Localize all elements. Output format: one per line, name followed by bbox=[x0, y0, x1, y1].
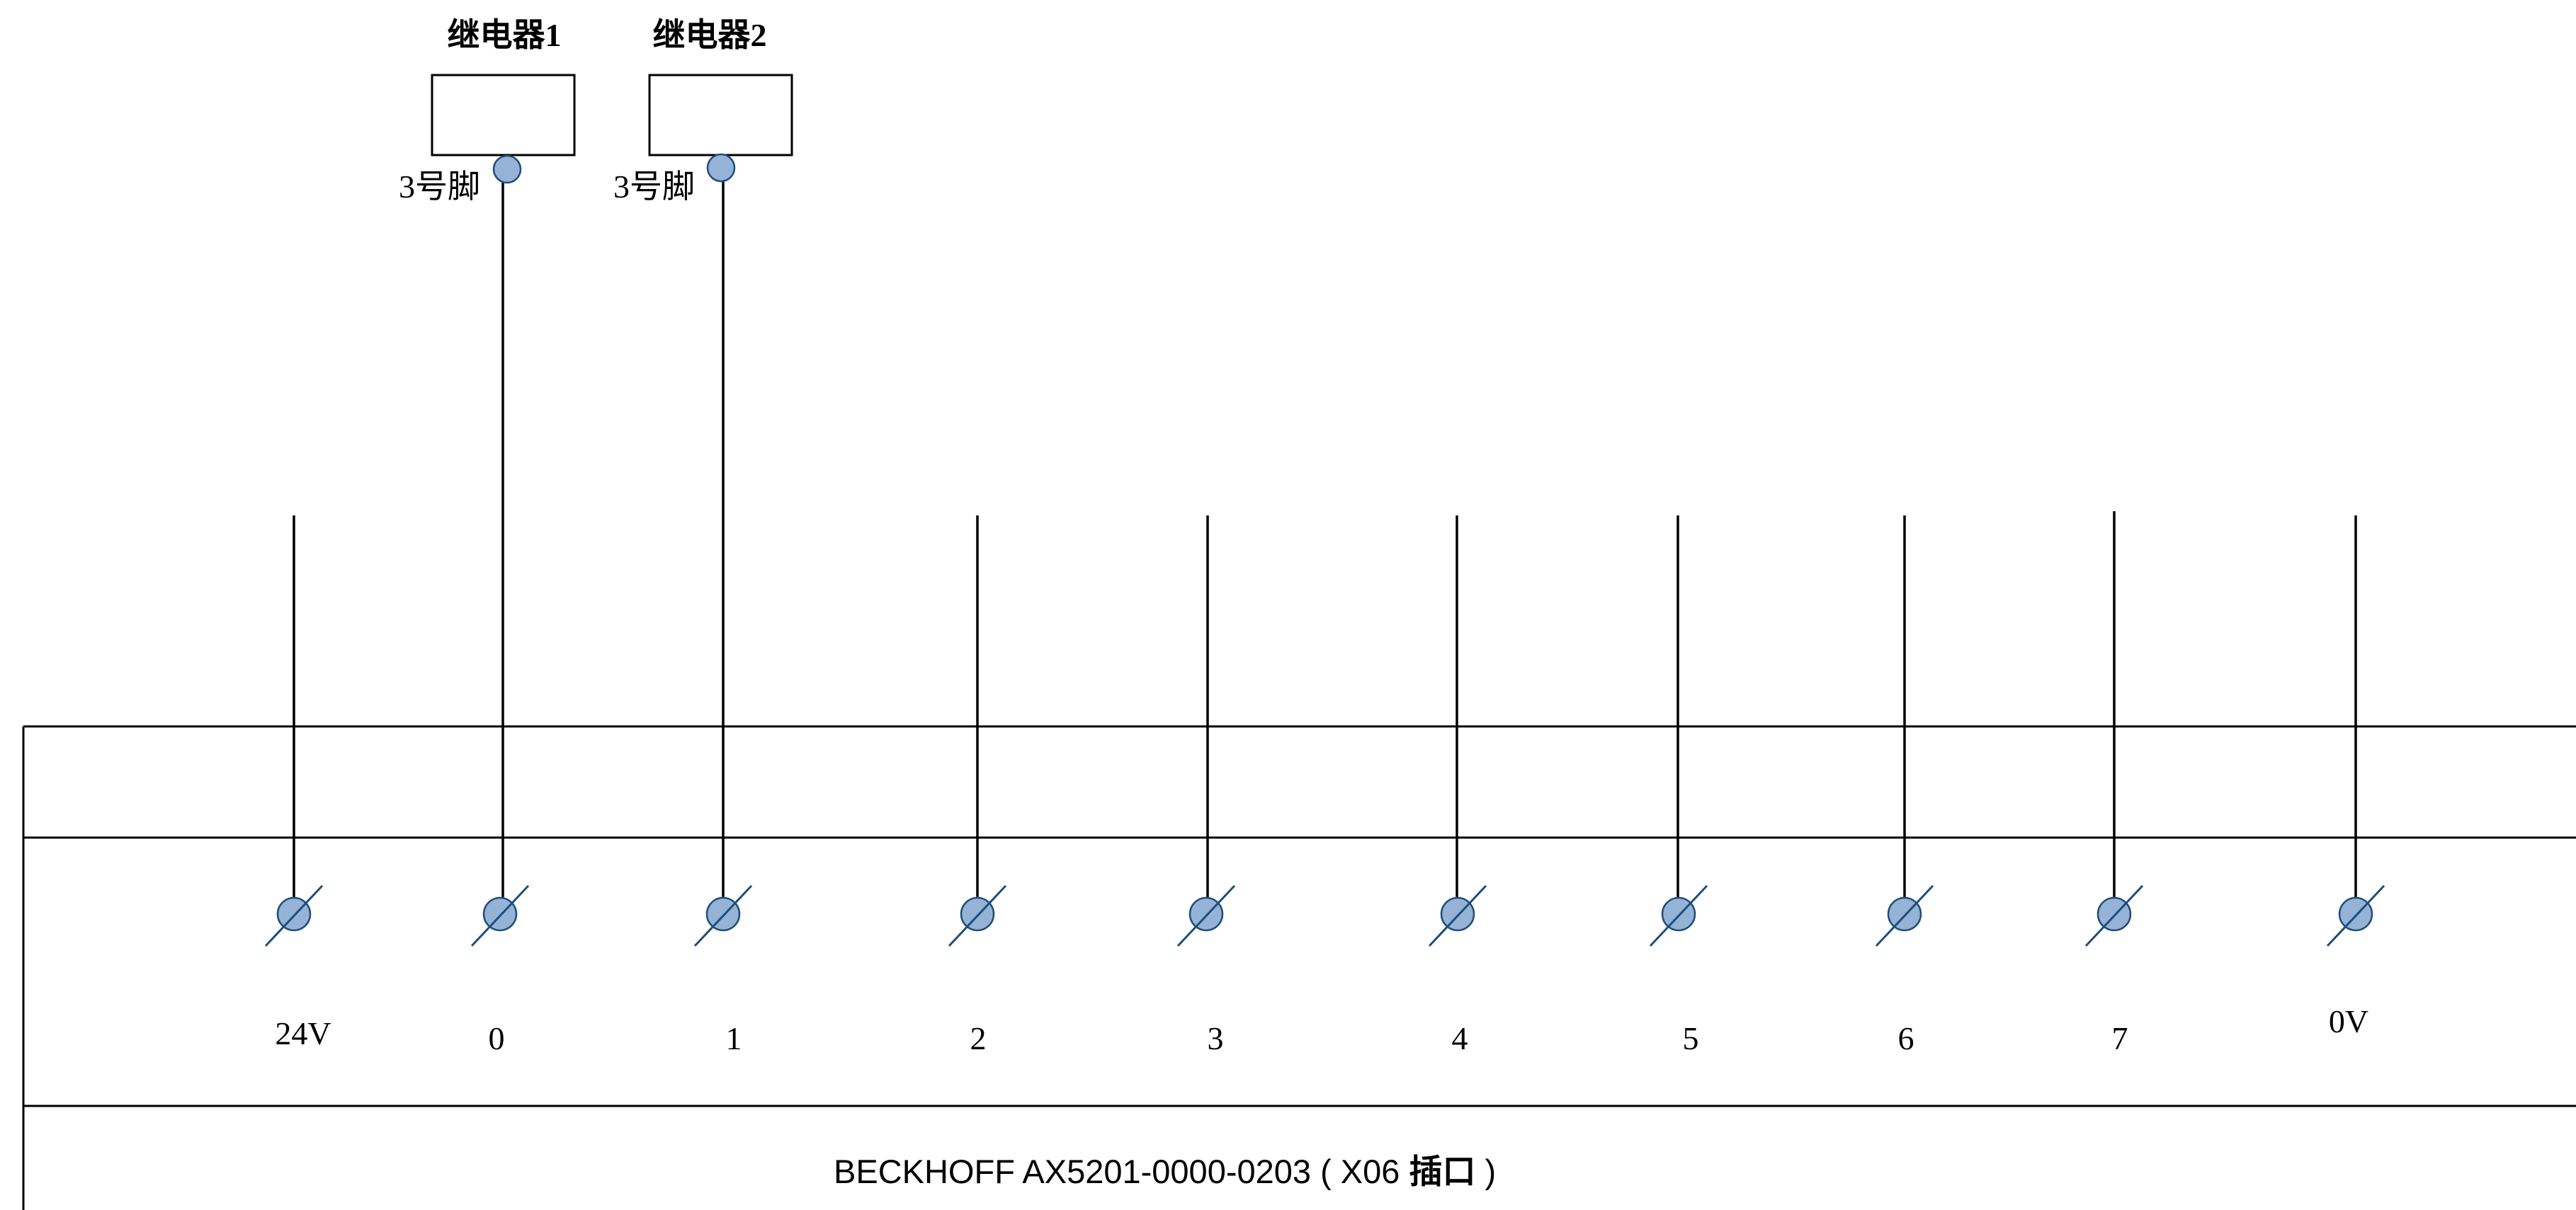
relay-2-title: 继电器2 bbox=[653, 17, 767, 53]
terminal-slash bbox=[1176, 884, 1236, 947]
terminal-slash bbox=[1875, 884, 1934, 947]
relay-2: 继电器2 3号脚 bbox=[613, 17, 793, 205]
terminal-slash bbox=[1428, 884, 1487, 947]
terminal-label: 3 bbox=[1208, 1020, 1224, 1056]
relay-wires bbox=[501, 176, 725, 914]
relay-1: 继电器1 3号脚 bbox=[399, 17, 576, 205]
device-label-prefix: BECKHOFF AX5201-0000-0203 ( X06 bbox=[834, 1153, 1409, 1190]
terminal-label: 7 bbox=[2112, 1020, 2128, 1056]
terminal-label: 1 bbox=[726, 1020, 742, 1056]
relay-2-pin-label: 3号脚 bbox=[613, 169, 695, 205]
device-label: BECKHOFF AX5201-0000-0203 ( X06 插口 ) bbox=[834, 1153, 1496, 1190]
terminal-label: 2 bbox=[970, 1020, 987, 1056]
terminal-6: 6 bbox=[1875, 884, 1934, 1056]
relay-1-pin-label: 3号脚 bbox=[399, 169, 480, 205]
terminal-slash bbox=[2084, 884, 2144, 947]
relay-1-body bbox=[431, 74, 576, 156]
terminal-label: 24V bbox=[275, 1015, 331, 1051]
device-label-port: 插口 bbox=[1409, 1153, 1476, 1190]
device-label-suffix: ) bbox=[1476, 1153, 1497, 1190]
terminal-slash bbox=[264, 884, 324, 947]
terminal-label: 4 bbox=[1452, 1020, 1468, 1056]
terminal-5: 5 bbox=[1649, 884, 1708, 1056]
terminal-0v: 0V bbox=[2326, 884, 2385, 1039]
terminal-slash bbox=[1649, 884, 1708, 947]
terminal-7: 7 bbox=[2084, 884, 2144, 1056]
relay-2-body bbox=[648, 74, 793, 156]
terminal-slash bbox=[470, 884, 530, 947]
terminal-0: 0 bbox=[470, 884, 530, 1056]
terminal-label: 0V bbox=[2329, 1003, 2368, 1039]
relay-1-pin-connector bbox=[492, 154, 522, 184]
terminal-4: 4 bbox=[1428, 884, 1487, 1056]
terminal-label: 6 bbox=[1898, 1020, 1914, 1056]
terminal-wires bbox=[293, 511, 2357, 914]
terminal-label: 5 bbox=[1683, 1020, 1699, 1056]
terminal-label: 0 bbox=[489, 1020, 505, 1056]
terminal-slash bbox=[2326, 884, 2385, 947]
relay-1-title: 继电器1 bbox=[448, 17, 562, 53]
terminal-3: 3 bbox=[1176, 884, 1236, 1056]
terminal-2: 2 bbox=[948, 884, 1007, 1056]
relay-2-pin-connector bbox=[706, 153, 736, 183]
terminal-24v: 24V bbox=[264, 884, 331, 1051]
device-enclosure bbox=[22, 725, 2576, 1210]
terminal-1: 1 bbox=[693, 884, 753, 1056]
terminal-slash bbox=[948, 884, 1007, 947]
terminal-slash bbox=[693, 884, 753, 947]
